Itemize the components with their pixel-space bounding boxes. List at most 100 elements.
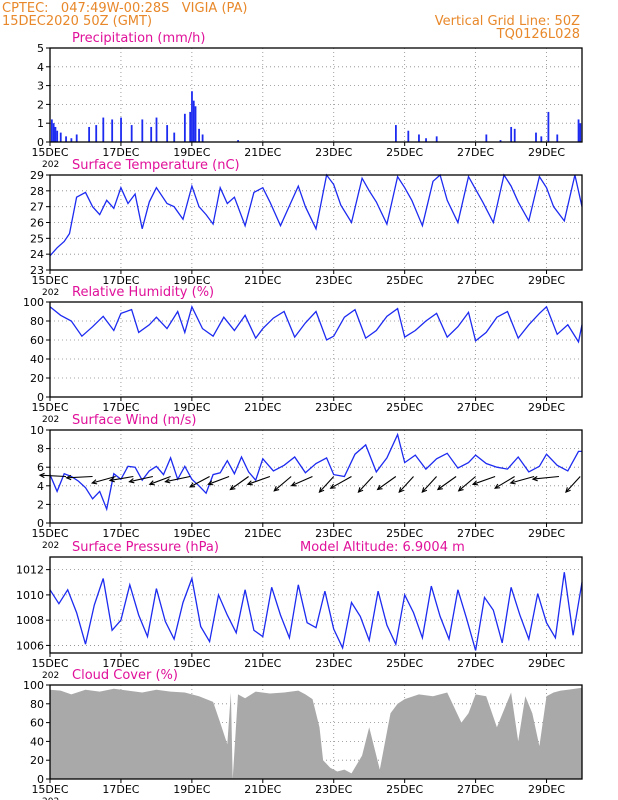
- wind-arrow-head: [436, 484, 443, 491]
- y-tick-label: 1010: [16, 589, 44, 602]
- series-line: [49, 173, 583, 257]
- x-tick-label: 23DEC: [315, 657, 352, 670]
- precip-bar: [189, 111, 192, 142]
- panel-3: 0 2 4 6 8 10 15DEC 17DEC 19DEC 21DEC 23DEC 25DEC 27D…: [30, 413, 583, 551]
- wind-arrow: [65, 474, 93, 481]
- y-tick-label: 1: [37, 117, 44, 130]
- y-tick-label: 100: [23, 296, 44, 309]
- precip-bar: [198, 128, 200, 142]
- wind-arrow-shaft: [358, 476, 374, 493]
- wind-arrow-shaft: [247, 475, 271, 485]
- wind-arrow-head: [38, 472, 45, 479]
- y-tick-label: 2: [37, 98, 44, 111]
- wind-arrow-head: [229, 484, 236, 491]
- y-tick-label: 4: [37, 61, 44, 74]
- precip-bar: [407, 130, 410, 142]
- precip-bar: [155, 117, 158, 142]
- y-tick-label: 8: [37, 443, 44, 456]
- y-tick-label: 6: [37, 461, 44, 474]
- precip-bar: [191, 91, 193, 142]
- precip-bar: [510, 126, 513, 142]
- panel-title: Surface Wind (m/s): [72, 413, 196, 428]
- x-tick-label: 25DEC: [386, 401, 423, 414]
- x-year-stub: 202: [42, 160, 59, 170]
- wind-arrow: [90, 475, 116, 485]
- precip-bar: [141, 119, 144, 142]
- wind-arrow-shaft: [472, 475, 496, 485]
- y-tick-label: 1006: [16, 639, 44, 652]
- y-tick-label: 0: [37, 391, 44, 404]
- panel-title: Relative Humidity (%): [72, 285, 214, 300]
- wind-arrow-shaft: [330, 476, 352, 489]
- wind-arrow: [471, 475, 496, 486]
- precip-bar: [65, 136, 67, 142]
- series-line: [49, 432, 582, 512]
- x-tick-label: 19DEC: [173, 527, 210, 540]
- wind-arrow-head: [357, 487, 364, 494]
- wind-arrow-head: [471, 480, 479, 486]
- x-tick-label: 21DEC: [244, 783, 281, 796]
- wind-arrow-shaft: [421, 476, 437, 493]
- panel-2: 0 20 40 60 80 100 15DEC 17DEC 19DEC 21DEC 23DEC 25D…: [23, 285, 583, 425]
- precip-bar: [59, 132, 62, 142]
- precip-bar: [395, 125, 397, 142]
- x-tick-label: 21DEC: [244, 657, 281, 670]
- panel-frame: [49, 47, 583, 143]
- precip-bar: [192, 100, 195, 142]
- wind-arrow-head: [565, 487, 571, 494]
- wind-arrow: [509, 475, 535, 485]
- x-year-stub: 202: [42, 415, 59, 425]
- x-tick-label: 17DEC: [102, 783, 139, 796]
- x-tick-label: 29DEC: [528, 527, 565, 540]
- wind-arrow-head: [329, 483, 336, 489]
- wind-arrow-head: [148, 480, 155, 486]
- precip-bar: [166, 125, 169, 142]
- wind-arrow: [108, 475, 134, 483]
- wind-arrow: [207, 475, 230, 486]
- x-tick-label: 29DEC: [528, 401, 565, 414]
- wind-arrow-head: [164, 478, 171, 484]
- precip-bar: [56, 130, 59, 142]
- y-tick-label: 40: [30, 353, 44, 366]
- precip-bar: [540, 136, 543, 142]
- x-tick-label: 17DEC: [102, 657, 139, 670]
- x-tick-label: 29DEC: [528, 783, 565, 796]
- precip-bar: [95, 125, 98, 142]
- panel-annotation: Model Altitude: 6.9004 m: [300, 540, 465, 555]
- y-tick-label: 20: [30, 372, 44, 385]
- x-year-stub: 202: [42, 671, 59, 681]
- wind-arrow: [246, 475, 271, 486]
- x-tick-label: 25DEC: [386, 783, 423, 796]
- panel-0: 0 1 2 3 4 5 15DEC 17DEC 19DEC 21DEC 23DEC 25DEC 27DE…: [31, 31, 583, 170]
- wind-arrow: [229, 476, 249, 491]
- x-tick-label: 29DEC: [528, 657, 565, 670]
- wind-arrow-shaft: [109, 475, 134, 481]
- wind-arrow-head: [207, 480, 214, 486]
- wind-arrow: [436, 476, 457, 491]
- wind-arrow: [457, 476, 476, 492]
- precip-bar: [194, 106, 197, 142]
- panel-4: 1006 1008 1010 1012 15DEC 17DEC 19DEC 21DEC 23DE…: [16, 540, 583, 681]
- precip-bar: [150, 126, 153, 142]
- x-tick-label: 17DEC: [102, 401, 139, 414]
- x-tick-label: 15DEC: [31, 657, 68, 670]
- precip-bar: [111, 119, 114, 142]
- x-tick-label: 27DEC: [457, 783, 494, 796]
- precip-bar: [237, 140, 239, 142]
- y-tick-label: 0: [37, 517, 44, 530]
- panel-frame: [49, 301, 583, 398]
- panel-title: Precipitation (mm/h): [72, 31, 205, 46]
- wind-arrow-shaft: [273, 476, 292, 492]
- precip-bar: [535, 132, 537, 142]
- y-tick-label: 25: [30, 232, 44, 245]
- wind-arrow-shaft: [458, 476, 476, 492]
- precip-bar: [547, 111, 550, 142]
- y-tick-label: 80: [30, 315, 44, 328]
- x-tick-label: 23DEC: [315, 146, 352, 159]
- precip-bar: [513, 128, 516, 142]
- precip-bar: [418, 134, 420, 142]
- wind-arrow-shaft: [437, 476, 457, 490]
- x-tick-label: 27DEC: [457, 401, 494, 414]
- y-tick-label: 4: [37, 480, 44, 493]
- x-year-stub: 202: [42, 541, 59, 551]
